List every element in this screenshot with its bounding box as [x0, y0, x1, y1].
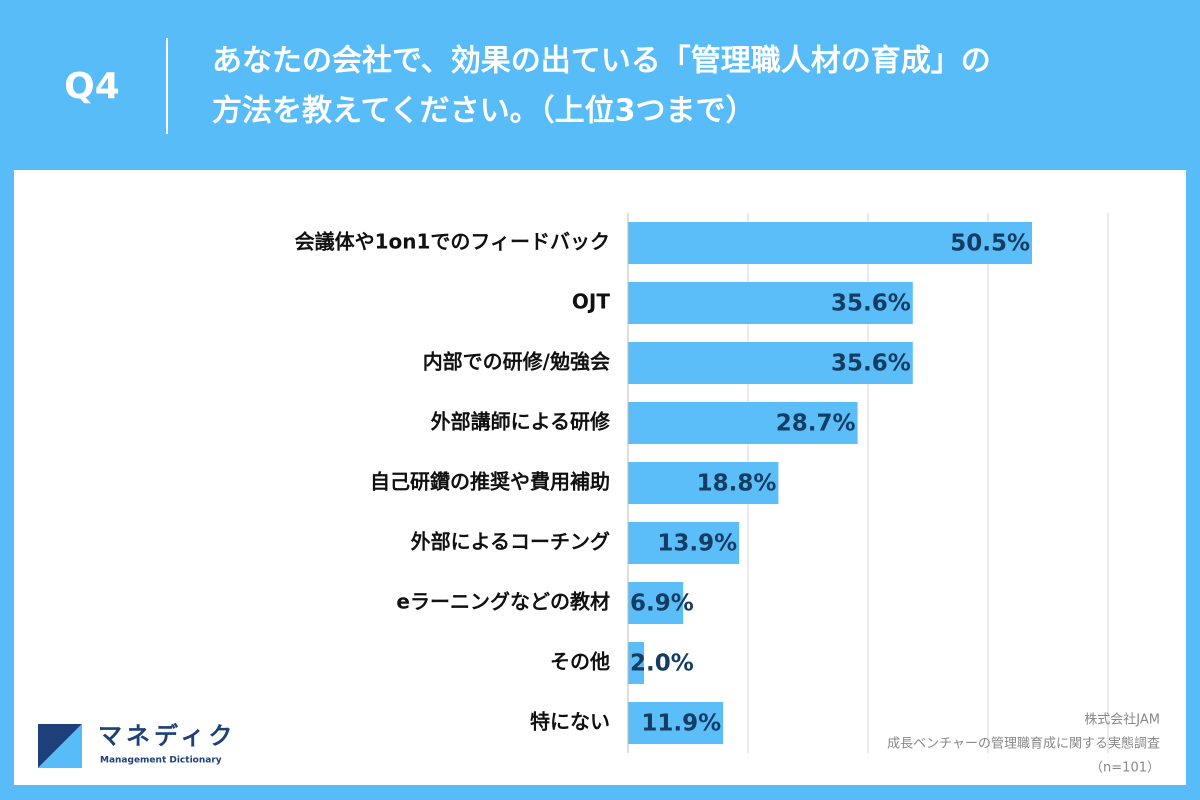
value-label: 2.0% [630, 651, 694, 677]
category-label: 内部での研修/勉強会 [423, 350, 610, 374]
value-label: 50.5% [950, 231, 1030, 257]
bar [628, 582, 684, 624]
category-label: 会議体や1on1でのフィードバック [295, 230, 610, 254]
value-label: 6.9% [630, 591, 694, 617]
question-label: Q4 [64, 66, 120, 107]
value-label: 18.8% [697, 471, 777, 497]
category-label: OJT [572, 290, 610, 314]
bar [628, 402, 858, 444]
category-label: eラーニングなどの教材 [396, 590, 610, 614]
value-label: 13.9% [657, 531, 737, 557]
category-label: 外部によるコーチング [411, 530, 610, 554]
bar [628, 222, 1032, 264]
category-label: 外部講師による研修 [431, 410, 611, 434]
logo-name: マネディク [98, 722, 236, 750]
bar [628, 702, 724, 744]
panel [14, 170, 1186, 785]
title-line: あなたの会社で、効果の出ている「管理職人材の育成」の [212, 44, 991, 79]
source: 成長ベンチャーの管理職育成に関する実態調査 [887, 736, 1160, 752]
logo-subtitle: Management Dictionary [100, 756, 222, 766]
title-line: 方法を教えてください。（上位3つまで） [212, 94, 755, 129]
bar [628, 522, 740, 564]
value-label: 28.7% [776, 411, 856, 437]
value-label: 35.6% [831, 351, 911, 377]
source: 株式会社JAM [1084, 712, 1160, 728]
bar [628, 642, 644, 684]
source: （n=101） [1090, 761, 1160, 776]
bar [628, 342, 913, 384]
logo-icon [38, 724, 82, 768]
category-label: 自己研鑽の推奨や費用補助 [370, 470, 610, 494]
bar [628, 282, 913, 324]
value-label: 35.6% [831, 291, 911, 317]
logo: マネディク Management Dictionary [38, 722, 236, 768]
bar [628, 462, 779, 504]
value-label: 11.9% [641, 711, 721, 737]
category-label: その他 [550, 650, 610, 674]
category-label: 特にない [530, 710, 610, 734]
chart: 会議体や1on1でのフィードバック 50.5% OJT 35.6% 内部での研修/勉強会… [295, 213, 1109, 753]
